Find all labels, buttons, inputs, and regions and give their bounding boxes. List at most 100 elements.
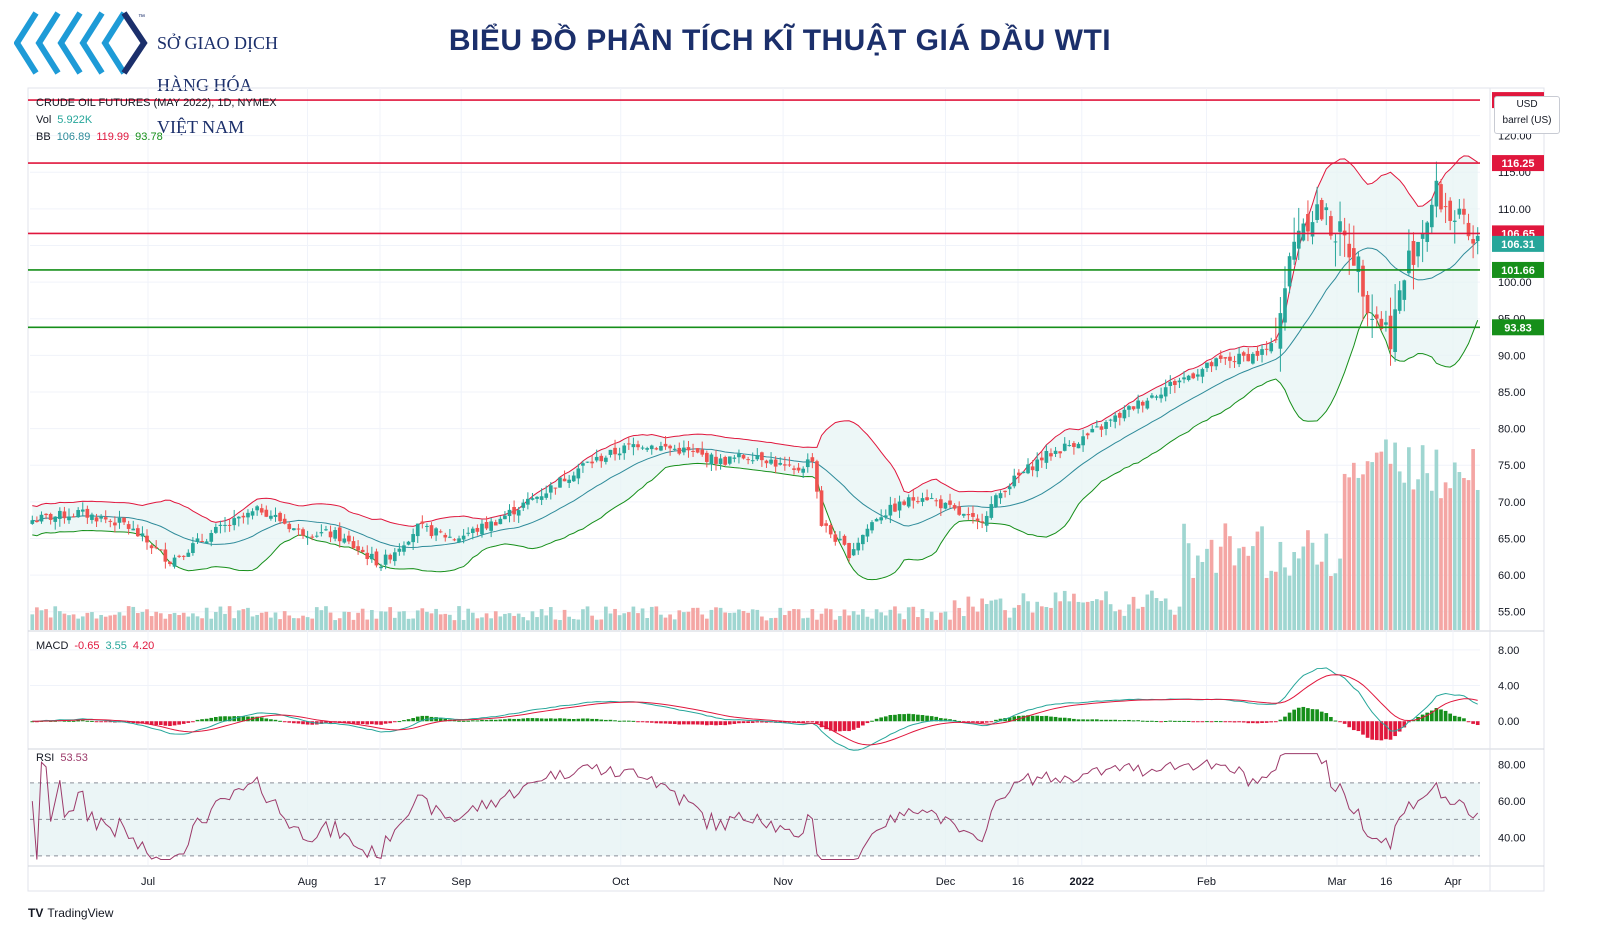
volume-bar	[948, 619, 952, 630]
macd-histogram-bar	[214, 716, 218, 722]
candle-body	[374, 551, 379, 566]
candle-body	[1269, 343, 1274, 352]
time-tick-label: Feb	[1197, 876, 1216, 888]
macd-histogram-bar	[181, 721, 186, 724]
macd-histogram-bar	[833, 721, 838, 732]
candle-body	[879, 517, 884, 521]
candle-body	[177, 555, 181, 557]
macd-histogram-bar	[324, 721, 328, 724]
macd-histogram-bar	[1182, 720, 1186, 722]
macd-histogram-bar	[90, 720, 94, 722]
macd-histogram-bar	[544, 718, 549, 722]
volume-bar	[516, 613, 521, 630]
candle-body	[273, 514, 278, 517]
candle-body	[1319, 200, 1324, 220]
macd-histogram-bar	[154, 721, 159, 725]
volume-bar	[1218, 546, 1223, 630]
volume-bar	[48, 617, 53, 630]
candle-body	[994, 495, 998, 507]
macd-histogram-bar	[301, 721, 305, 725]
candle-body	[626, 443, 631, 445]
tradingview-brand[interactable]: TV TradingView	[28, 906, 113, 920]
volume-bar	[746, 612, 750, 630]
candle-body	[1425, 222, 1430, 242]
volume-bar	[1255, 531, 1260, 630]
macd-histogram-bar	[1090, 719, 1095, 722]
candle-body	[1017, 472, 1021, 476]
macd-histogram-bar	[1081, 719, 1085, 722]
candle-body	[672, 448, 677, 450]
volume-bar	[475, 618, 480, 630]
candle-body	[461, 535, 466, 540]
rsi-tick-label: 40.00	[1498, 833, 1526, 845]
volume-bar	[1117, 609, 1122, 630]
macd-histogram-bar	[1140, 720, 1145, 722]
trademark-mark: ™	[138, 14, 145, 21]
candle-body	[1462, 208, 1466, 215]
candle-body	[851, 549, 856, 556]
volume-bar	[1443, 482, 1448, 630]
volume-bar	[1388, 463, 1393, 630]
volume-bar	[44, 609, 48, 630]
macd-histogram-bar	[709, 721, 714, 725]
candle-body	[1260, 349, 1264, 355]
volume-bar	[709, 609, 714, 630]
macd-histogram-bar	[558, 718, 562, 722]
volume-label: Vol	[36, 114, 52, 126]
volume-bar	[328, 612, 333, 630]
candle-body	[1035, 459, 1040, 472]
currency-unit-selector[interactable]: USD barrel (US)	[1494, 96, 1560, 134]
candle-body	[1182, 377, 1186, 380]
macd-histogram-bar	[902, 714, 906, 722]
volume-bar	[466, 608, 471, 630]
candle-body	[957, 506, 962, 515]
volume-bar	[177, 615, 181, 630]
macd-histogram-bar	[966, 721, 971, 723]
candle-body	[815, 461, 819, 492]
volume-bar	[512, 615, 516, 630]
candle-body	[1026, 464, 1030, 474]
candle-body	[1475, 235, 1480, 242]
volume-legend: Vol 5.922K	[36, 114, 98, 126]
candle-body	[1039, 457, 1044, 461]
candle-body	[62, 511, 67, 519]
candle-body	[1273, 339, 1278, 341]
price-tick-label: 70.00	[1498, 497, 1526, 509]
candle-body	[209, 533, 214, 542]
volume-bar	[961, 616, 966, 630]
macd-histogram-bar	[200, 719, 204, 722]
volume-bar	[796, 609, 801, 630]
volume-bar	[1310, 542, 1315, 630]
volume-bar	[631, 606, 636, 630]
macd-histogram-bar	[530, 718, 535, 722]
macd-histogram-bar	[989, 721, 994, 723]
macd-histogram-bar	[209, 717, 214, 722]
candle-body	[562, 478, 567, 482]
candle-body	[103, 517, 108, 520]
volume-bar	[365, 619, 370, 630]
macd-histogram-bar	[585, 718, 590, 722]
candle-body	[746, 459, 750, 461]
candle-body	[1104, 421, 1108, 429]
candle-body	[571, 475, 576, 482]
macd-histogram-bar	[223, 716, 227, 722]
volume-bar	[1035, 601, 1040, 630]
volume-bar	[1425, 473, 1430, 630]
volume-bar	[810, 609, 815, 630]
candle-body	[833, 534, 838, 542]
macd-histogram-bar	[489, 719, 493, 722]
macd-histogram-bar	[370, 721, 374, 725]
macd-histogram-bar	[1168, 720, 1173, 722]
candle-body	[1471, 239, 1475, 244]
macd-histogram-bar	[351, 721, 356, 724]
volume-bar	[535, 617, 539, 630]
candle-body	[737, 453, 741, 458]
candle-body	[370, 553, 374, 560]
macd-histogram-bar	[158, 721, 163, 725]
volume-bar	[819, 613, 824, 630]
candle-body	[85, 508, 90, 518]
volume-bar	[1113, 611, 1118, 630]
candle-body	[507, 509, 512, 517]
macd-histogram-bar	[1269, 721, 1274, 723]
